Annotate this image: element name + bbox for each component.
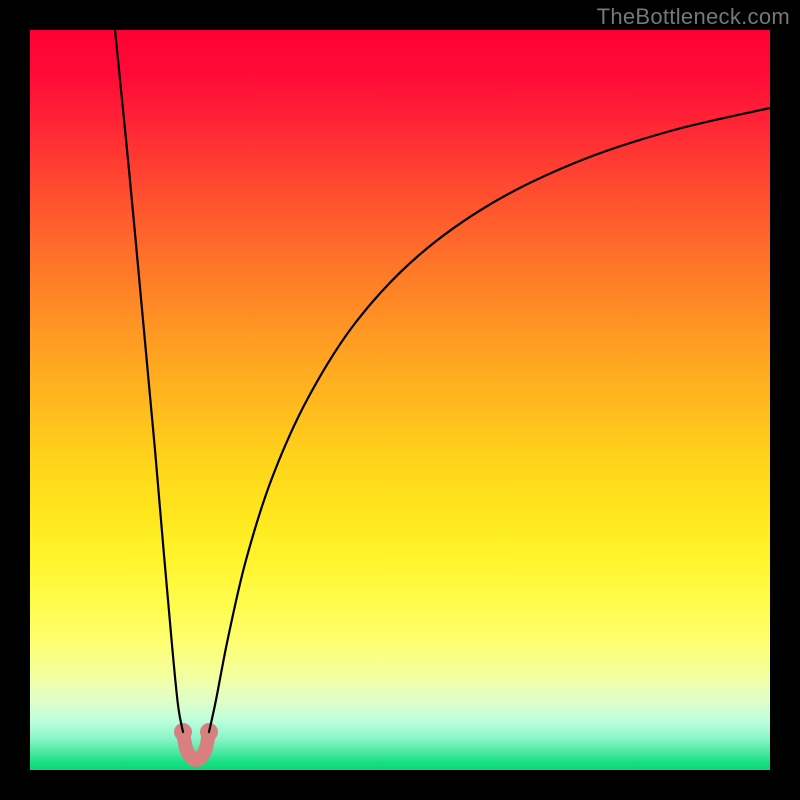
watermark-text: TheBottleneck.com [597,4,790,30]
gradient-background [30,30,770,770]
bottleneck-curve-chart [0,0,800,800]
chart-container: TheBottleneck.com [0,0,800,800]
